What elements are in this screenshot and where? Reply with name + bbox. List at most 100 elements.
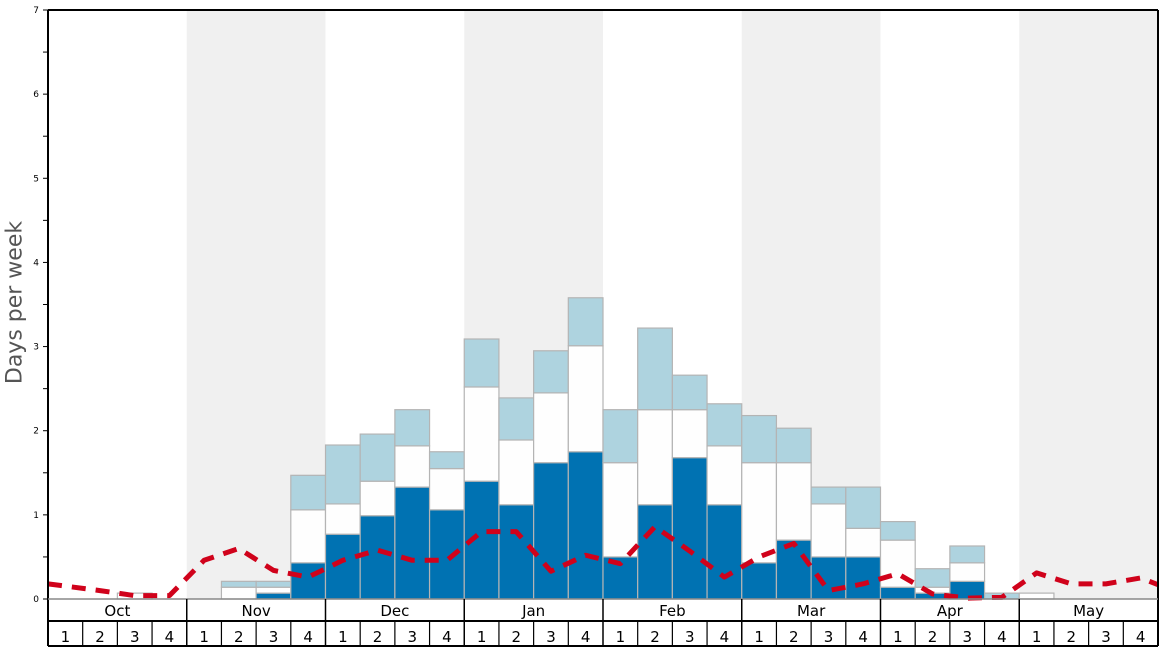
week-label: 4 — [442, 628, 452, 646]
y-tick-label: 3 — [33, 343, 39, 353]
bar-segment-dark — [845, 556, 882, 600]
bar-segment-light — [498, 397, 535, 441]
bar-segment-white — [567, 345, 604, 453]
week-label: 2 — [789, 628, 799, 646]
bar-segment-white — [637, 409, 673, 506]
week-label: 1 — [616, 628, 626, 646]
month-band — [1019, 10, 1158, 599]
bar-segment-white — [498, 439, 535, 506]
bar-segment-light — [845, 486, 882, 529]
bar-segment-light — [220, 580, 257, 588]
bar-segment-light — [255, 580, 292, 588]
week-label: 3 — [962, 628, 972, 646]
bar-segment-dark — [879, 586, 916, 600]
week-label: 3 — [546, 628, 556, 646]
week-label: 1 — [754, 628, 764, 646]
bar-segment-light — [810, 486, 847, 505]
bar-segment-light — [775, 427, 812, 464]
bar-segment-dark — [741, 562, 778, 600]
bar-segment-dark — [706, 504, 743, 600]
bar-segment-light — [533, 350, 569, 394]
bar-segment-white — [290, 509, 327, 564]
bar-segment-white — [706, 445, 743, 506]
bar-segment-dark — [255, 592, 292, 600]
bar-segment-white — [775, 462, 812, 541]
week-label: 4 — [581, 628, 591, 646]
week-label: 3 — [269, 628, 279, 646]
week-label: 1 — [477, 628, 487, 646]
week-label: 4 — [1136, 628, 1146, 646]
bar-segment-light — [602, 409, 639, 464]
week-label: 3 — [824, 628, 834, 646]
bar-segment-dark — [775, 539, 812, 600]
bar-segment-white — [845, 527, 882, 558]
bar-segment-light — [290, 474, 327, 511]
month-label: Apr — [937, 602, 964, 620]
month-label: Feb — [659, 602, 686, 620]
bar-segment-white — [324, 503, 361, 535]
bar-segment-light — [463, 338, 500, 388]
bar-segment-light — [359, 433, 396, 482]
bar-segment-white — [1018, 592, 1055, 600]
bar-segment-white — [428, 467, 465, 511]
month-label: Mar — [797, 602, 826, 620]
month-label: Dec — [380, 602, 409, 620]
month-band — [48, 10, 187, 599]
week-label: 2 — [1067, 628, 1077, 646]
bar-segment-dark — [359, 515, 396, 600]
bar-segment-white — [255, 586, 292, 594]
y-tick-label: 1 — [33, 511, 39, 521]
month-label: May — [1073, 602, 1104, 620]
week-label: 4 — [997, 628, 1007, 646]
week-label: 4 — [720, 628, 730, 646]
y-tick-label: 6 — [33, 90, 39, 100]
average-dashed-line — [47, 524, 1159, 601]
week-label: 1 — [1032, 628, 1042, 646]
bar-segment-white — [359, 480, 396, 517]
week-label: 1 — [199, 628, 209, 646]
bar-segment-dark — [533, 462, 569, 600]
y-tick-label: 0 — [33, 595, 39, 605]
week-label: 4 — [165, 628, 175, 646]
bar-segment-white — [949, 562, 986, 582]
y-tick-label: 4 — [33, 258, 39, 268]
week-label: 2 — [512, 628, 522, 646]
month-band — [880, 10, 1020, 599]
week-label: 4 — [303, 628, 313, 646]
week-label: 4 — [858, 628, 868, 646]
bar-segment-light — [567, 297, 604, 347]
bar-segment-light — [706, 403, 743, 447]
bar-segment-white — [602, 462, 639, 558]
bar-segment-dark — [567, 451, 604, 600]
month-label: Nov — [241, 602, 270, 620]
week-label: 3 — [685, 628, 695, 646]
month-label: Oct — [104, 602, 130, 620]
week-label: 3 — [1101, 628, 1111, 646]
bar-segment-light — [671, 374, 708, 411]
bar-segment-dark — [671, 457, 708, 600]
bar-segment-dark — [324, 533, 361, 600]
week-label: 3 — [130, 628, 140, 646]
week-label: 1 — [61, 628, 71, 646]
bar-segment-light — [879, 520, 916, 541]
y-tick-label: 7 — [33, 6, 39, 16]
bar-segment-light — [637, 327, 673, 411]
bar-segment-dark — [428, 509, 465, 600]
week-label: 1 — [893, 628, 903, 646]
y-tick-label: 2 — [33, 427, 39, 437]
week-label: 2 — [95, 628, 105, 646]
bar-segment-light — [324, 444, 361, 505]
week-label: 1 — [338, 628, 348, 646]
bar-segment-white — [741, 462, 778, 564]
week-label: 2 — [650, 628, 660, 646]
week-label: 2 — [234, 628, 244, 646]
y-axis-label: Days per week — [2, 220, 28, 385]
bar-segment-white — [671, 409, 708, 459]
week-label: 3 — [407, 628, 417, 646]
bar-segment-light — [428, 451, 465, 470]
bar-segment-white — [463, 386, 500, 482]
month-label: Jan — [521, 602, 545, 620]
week-label: 2 — [373, 628, 383, 646]
